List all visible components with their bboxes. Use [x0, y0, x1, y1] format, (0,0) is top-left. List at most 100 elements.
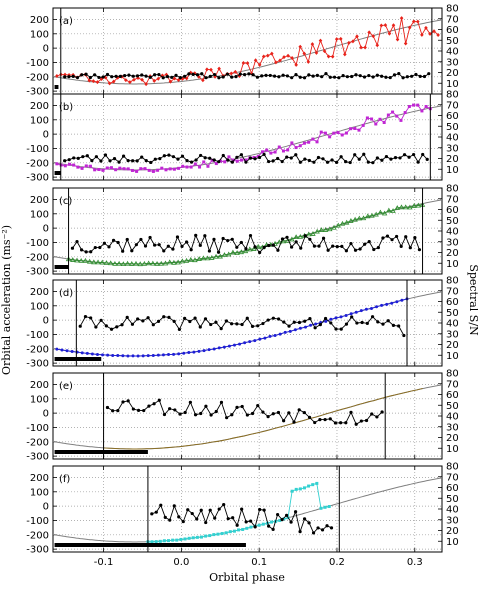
y-left-tick-label: -100 [26, 330, 49, 341]
acceleration-point [340, 133, 344, 137]
sn-point [204, 404, 208, 408]
acceleration-point [95, 259, 101, 265]
acceleration-point [156, 353, 160, 357]
acceleration-point [344, 131, 348, 135]
acceleration-point [253, 339, 257, 343]
sn-point [339, 155, 343, 159]
acceleration-point [379, 23, 384, 28]
sn-point [258, 250, 262, 255]
acceleration-point [365, 116, 369, 120]
acceleration-point [403, 111, 407, 115]
sn-point [242, 73, 247, 77]
panel-frame [52, 7, 443, 95]
acceleration-point [195, 535, 199, 539]
sn-point [102, 241, 107, 245]
acceleration-point [237, 528, 241, 532]
sn-point [321, 157, 325, 161]
acceleration-point [175, 538, 179, 542]
acceleration-point [349, 127, 353, 131]
sn-point [144, 74, 148, 78]
acceleration-point [245, 526, 249, 530]
acceleration-point [231, 158, 235, 162]
sn-point [292, 420, 296, 424]
y-left-tick-label: 200 [30, 15, 49, 26]
acceleration-point [398, 204, 405, 210]
y-right-tick-label: 30 [446, 143, 459, 154]
sn-point [321, 236, 326, 240]
exposure-bar [54, 85, 59, 89]
sn-point [235, 155, 239, 159]
sn-point [185, 159, 189, 163]
sn-point [180, 244, 184, 248]
sn-point [226, 158, 230, 162]
sn-point [282, 419, 286, 423]
acceleration-point [182, 351, 186, 355]
sn-point [208, 74, 212, 78]
acceleration-point [55, 74, 59, 79]
acceleration-point [249, 525, 253, 529]
acceleration-point [339, 315, 343, 319]
y-right-tick-label: 50 [446, 401, 459, 412]
acceleration-point [381, 210, 388, 216]
y-left-tick-label: -100 [26, 423, 49, 434]
sn-point [363, 242, 367, 246]
acceleration-point [241, 527, 245, 531]
acceleration-point [411, 19, 416, 24]
sn-point [111, 238, 116, 242]
acceleration-point [318, 227, 325, 232]
y-right-tick-label: 40 [446, 505, 459, 516]
acceleration-point [204, 534, 208, 538]
sn-point [173, 408, 177, 412]
acceleration-point [121, 354, 125, 358]
sn-point [271, 527, 275, 531]
acceleration-point [347, 40, 351, 45]
sn-point [153, 243, 157, 247]
sn-point [384, 75, 388, 79]
sn-point [219, 400, 224, 404]
sn-point [148, 75, 152, 79]
sn-point [253, 525, 257, 529]
acceleration-point [385, 302, 389, 306]
acceleration-point [216, 532, 220, 536]
acceleration-point [294, 146, 298, 150]
sn-point [255, 75, 260, 79]
panel-label: (e) [59, 381, 73, 392]
sn-point [157, 72, 161, 77]
sn-point [230, 237, 234, 241]
acceleration-point [428, 31, 432, 36]
x-tick-label: -0.1 [94, 557, 114, 568]
sn-point [224, 319, 228, 323]
acceleration-point [278, 332, 282, 336]
y-right-tick-label: 70 [446, 472, 459, 483]
acceleration-point [141, 354, 145, 358]
acceleration-point [373, 211, 379, 217]
model-curve [52, 19, 443, 85]
acceleration-point [306, 231, 312, 237]
acceleration-point [130, 168, 134, 172]
sn-point [367, 240, 371, 244]
sn-point [93, 245, 97, 250]
acceleration-point [221, 252, 228, 257]
sn-point [177, 327, 182, 332]
acceleration-point [235, 159, 239, 163]
acceleration-point [436, 32, 440, 37]
sn-point [98, 245, 102, 250]
exposure-bar [54, 450, 148, 454]
acceleration-point [70, 350, 74, 354]
sn-point [380, 158, 384, 162]
acceleration-point [126, 167, 130, 171]
acceleration-point [323, 505, 327, 509]
sn-point [194, 233, 198, 238]
acceleration-point [158, 539, 162, 543]
acceleration-point [338, 36, 343, 41]
acceleration-point [411, 203, 417, 208]
sn-point [134, 243, 138, 247]
acceleration-point [343, 52, 347, 57]
acceleration-point [386, 207, 392, 213]
sn-point [125, 315, 129, 319]
y-right-tick-label: 10 [446, 537, 459, 548]
sn-point [358, 74, 362, 78]
acceleration-point [364, 307, 368, 311]
acceleration-point [407, 204, 413, 210]
